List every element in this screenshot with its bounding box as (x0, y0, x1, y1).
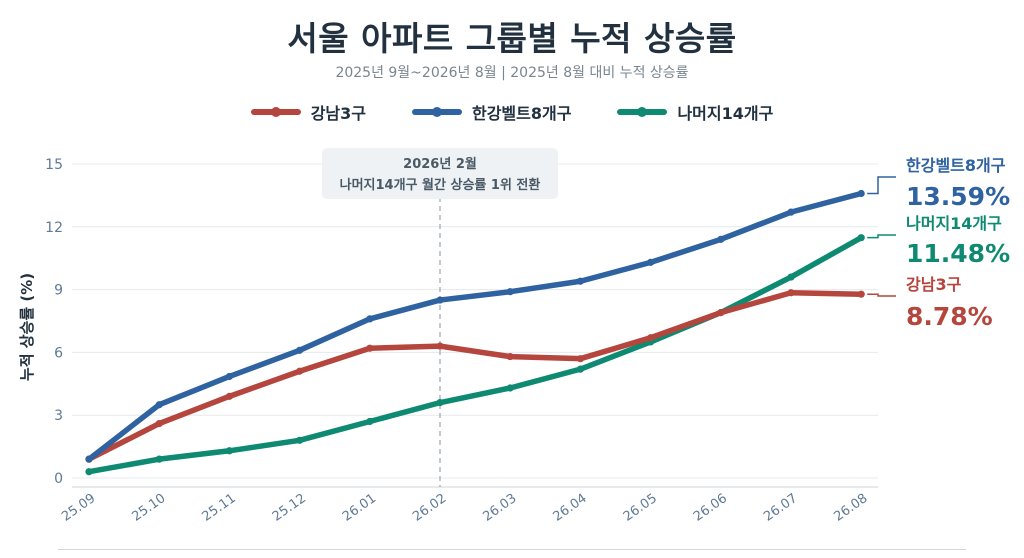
data-point-hangang (225, 372, 233, 381)
x-tick-label: 26.03 (480, 491, 519, 525)
data-point-hangang (647, 258, 655, 266)
legend-label-hangang: 한강벨트8개구 (471, 104, 572, 123)
annotation-text: 나머지14개구 월간 상승률 1위 전환 (340, 177, 541, 193)
y-axis-title: 누적 상승률 (%) (18, 273, 36, 381)
y-tick-label: 3 (54, 408, 63, 424)
data-point-gangnam (155, 419, 163, 428)
annotation-box (322, 148, 558, 199)
data-point-others (787, 273, 795, 281)
data-point-others (366, 417, 374, 426)
data-point-gangnam (647, 334, 655, 342)
data-point-hangang (155, 401, 163, 409)
data-point-gangnam (857, 290, 865, 298)
legend-item-gangnam: 강남3구 (250, 100, 366, 124)
x-tick-label: 26.01 (340, 491, 379, 525)
legend-swatch-gangnam (250, 107, 301, 117)
data-point-hangang (506, 288, 514, 296)
series-line-hangang (86, 190, 864, 462)
data-point-hangang (857, 189, 865, 198)
x-tick-label: 25.09 (59, 491, 98, 525)
data-point-others (436, 399, 444, 407)
data-point-hangang (85, 455, 93, 463)
data-point-gangnam (576, 355, 585, 363)
data-point-others (296, 436, 304, 444)
data-point-gangnam (366, 344, 374, 352)
chart-legend: 강남3구 한강벨트8개구 나머지14개구 (0, 100, 1024, 124)
end-label-name-others: 나머지14개구 (906, 214, 1002, 233)
x-tick-label: 26.02 (410, 491, 449, 525)
data-point-hangang (576, 277, 585, 285)
data-point-gangnam (296, 367, 304, 375)
data-point-hangang (717, 235, 725, 243)
data-point-hangang (366, 315, 374, 323)
end-label-name-gangnam: 강남3구 (906, 275, 962, 294)
legend-label-gangnam: 강남3구 (310, 104, 366, 123)
data-point-gangnam (225, 392, 233, 400)
end-label-name-hangang: 한강벨트8개구 (906, 156, 1006, 175)
end-label-leader-gangnam (867, 293, 896, 297)
data-point-hangang (787, 208, 795, 216)
data-point-hangang (436, 296, 444, 304)
data-point-others (576, 365, 585, 373)
legend-swatch-hangang (411, 107, 462, 117)
end-label-leader-others (867, 234, 896, 239)
legend-item-others: 나머지14개구 (617, 100, 773, 124)
chart-title: 서울 아파트 그룹별 누적 상승률 (287, 19, 737, 58)
end-label-value-gangnam: 8.78% (906, 302, 993, 331)
end-label-value-hangang: 13.59% (906, 182, 1010, 211)
data-point-others (155, 455, 163, 463)
legend-label-others: 나머지14개구 (677, 104, 774, 123)
x-tick-label: 26.05 (621, 491, 660, 525)
data-point-others (85, 468, 93, 476)
x-tick-label: 25.12 (270, 491, 309, 525)
x-tick-label: 25.11 (200, 491, 239, 525)
data-point-gangnam (787, 289, 795, 297)
x-tick-label: 26.08 (831, 491, 870, 525)
x-tick-label: 26.06 (691, 491, 730, 525)
x-tick-label: 26.07 (761, 491, 800, 525)
y-tick-label: 0 (54, 471, 63, 487)
y-tick-label: 9 (54, 283, 63, 299)
series-line-gangnam (86, 289, 864, 462)
legend-swatch-others (617, 107, 668, 117)
data-point-others (857, 234, 865, 242)
data-point-hangang (296, 346, 304, 354)
y-tick-label: 15 (45, 157, 63, 173)
data-point-gangnam (506, 352, 514, 361)
annotation-title: 2026년 2월 (403, 156, 477, 172)
legend-item-hangang: 한강벨트8개구 (411, 100, 572, 124)
bottom-divider (58, 549, 966, 550)
data-point-others (225, 447, 233, 455)
x-tick-label: 26.04 (551, 491, 590, 525)
data-point-gangnam (436, 342, 444, 350)
data-point-others (506, 384, 514, 392)
chart-subtitle: 2025년 9월~2026년 8월 | 2025년 8월 대비 누적 상승률 (335, 65, 689, 81)
end-label-value-others: 11.48% (906, 239, 1010, 268)
y-tick-label: 6 (54, 345, 63, 361)
series-line-others (86, 234, 864, 475)
end-label-leader-hangang (867, 176, 896, 195)
x-tick-label: 25.10 (129, 491, 168, 525)
data-point-gangnam (717, 309, 725, 317)
y-tick-label: 12 (45, 220, 63, 236)
